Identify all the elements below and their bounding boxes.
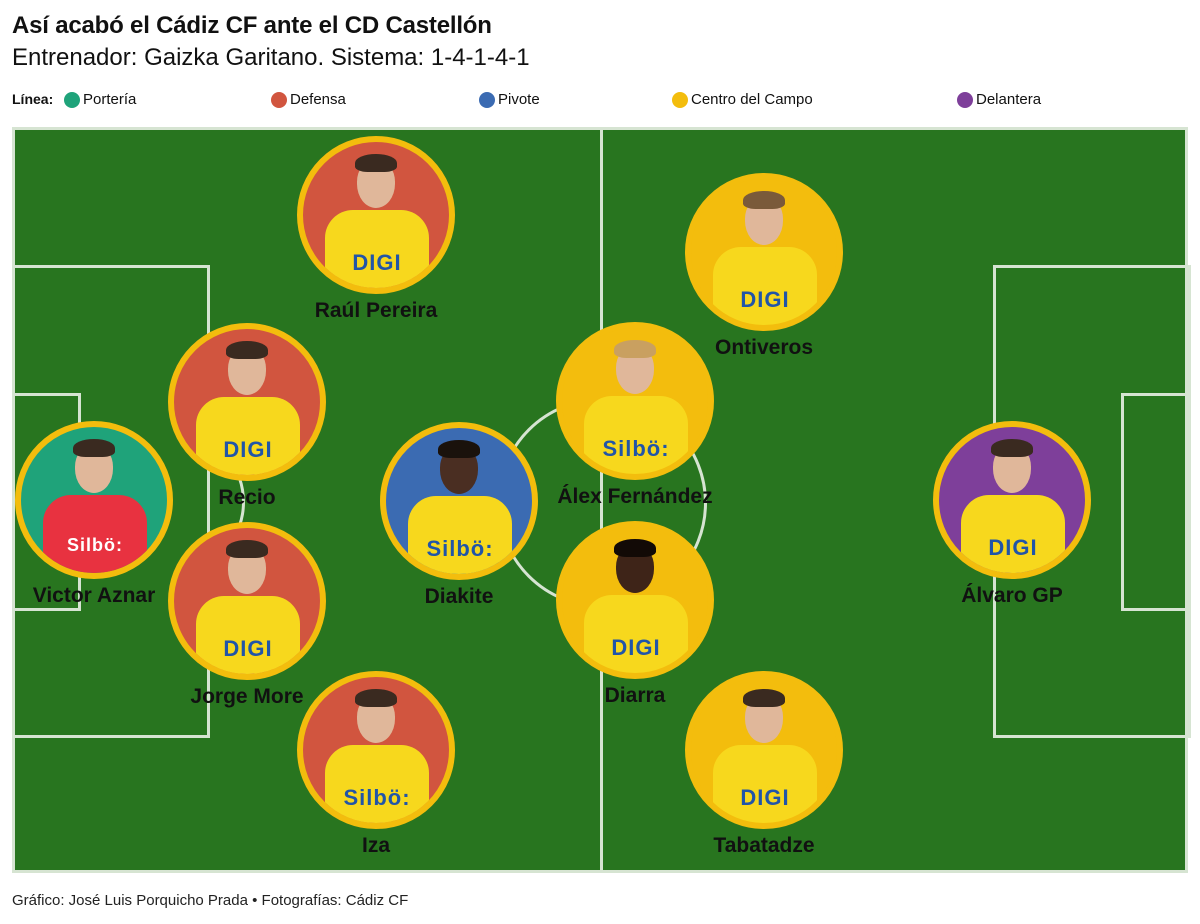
legend-item-defensa: Defensa — [271, 91, 346, 108]
player-avatar: Silbö: — [15, 421, 173, 579]
player-photo: DIGI — [691, 677, 837, 823]
player-name: Jorge More — [190, 685, 304, 708]
legend: Línea: Portería Defensa Pivote Centro de… — [12, 91, 1192, 111]
player-photo: DIGI — [939, 427, 1085, 573]
player-avatar: DIGI — [685, 671, 843, 829]
player-avatar: DIGI — [168, 323, 326, 481]
player-photo: DIGI — [562, 527, 708, 673]
legend-dot-icon — [479, 91, 495, 108]
player-name: Iza — [361, 834, 390, 857]
player-photo: DIGI — [303, 142, 449, 288]
player-photo: DIGI — [174, 528, 320, 674]
player-card-jorge-more[interactable]: DIGI Jorge More — [168, 522, 326, 722]
player-card-raul-pereira[interactable]: DIGI Raúl Pereira — [297, 136, 455, 336]
player-name: Recio — [218, 486, 276, 509]
player-photo: Silbö: — [562, 328, 708, 474]
legend-label: Línea: — [12, 91, 54, 107]
player-photo: DIGI — [174, 329, 320, 475]
right-goal-area — [1121, 393, 1191, 611]
player-card-tabatadze[interactable]: DIGI Tabatadze — [685, 671, 843, 871]
player-photo: Silbö: — [386, 428, 532, 574]
player-avatar: Silbö: — [297, 671, 455, 829]
player-card-ontiveros[interactable]: DIGI Ontiveros — [685, 173, 843, 373]
legend-dot-icon — [672, 91, 688, 108]
player-avatar: DIGI — [556, 521, 714, 679]
legend-dot-icon — [64, 91, 80, 108]
player-name: Álvaro GP — [961, 584, 1063, 607]
player-name: Diarra — [604, 684, 666, 707]
legend-dot-icon — [957, 91, 973, 108]
chart-subtitle: Entrenador: Gaizka Garitano. Sistema: 1-… — [12, 44, 530, 71]
player-name: Álex Fernández — [557, 485, 713, 508]
legend-item-porteria: Portería — [64, 91, 136, 108]
player-photo: Silbö: — [21, 427, 167, 573]
player-avatar: DIGI — [168, 522, 326, 680]
player-avatar: Silbö: — [380, 422, 538, 580]
player-card-iza[interactable]: Silbö: Iza — [297, 671, 455, 871]
player-avatar: DIGI — [685, 173, 843, 331]
player-photo: DIGI — [691, 179, 837, 325]
player-card-alvaro-gp[interactable]: DIGI Álvaro GP — [933, 421, 1091, 621]
player-name: Diakite — [424, 585, 494, 608]
player-card-victor-aznar[interactable]: Silbö: Victor Aznar — [15, 421, 173, 621]
player-card-alex-fernandez[interactable]: Silbö: Álex Fernández — [556, 322, 714, 522]
player-photo: Silbö: — [303, 677, 449, 823]
player-name: Ontiveros — [714, 336, 814, 359]
player-card-recio[interactable]: DIGI Recio — [168, 323, 326, 523]
player-name: Tabatadze — [713, 834, 815, 857]
player-avatar: DIGI — [297, 136, 455, 294]
player-card-diarra[interactable]: DIGI Diarra — [556, 521, 714, 721]
credits: Gráfico: José Luis Porquicho Prada • Fot… — [12, 892, 409, 909]
player-avatar: Silbö: — [556, 322, 714, 480]
player-avatar: DIGI — [933, 421, 1091, 579]
legend-dot-icon — [271, 91, 287, 108]
player-card-diakite[interactable]: Silbö: Diakite — [380, 422, 538, 622]
legend-item-pivote: Pivote — [479, 91, 540, 108]
legend-item-centro-del-campo: Centro del Campo — [672, 91, 813, 108]
player-name: Raúl Pereira — [314, 299, 438, 322]
chart-title: Así acabó el Cádiz CF ante el CD Castell… — [12, 12, 492, 39]
player-name: Victor Aznar — [32, 584, 156, 607]
legend-item-delantera: Delantera — [957, 91, 1041, 108]
